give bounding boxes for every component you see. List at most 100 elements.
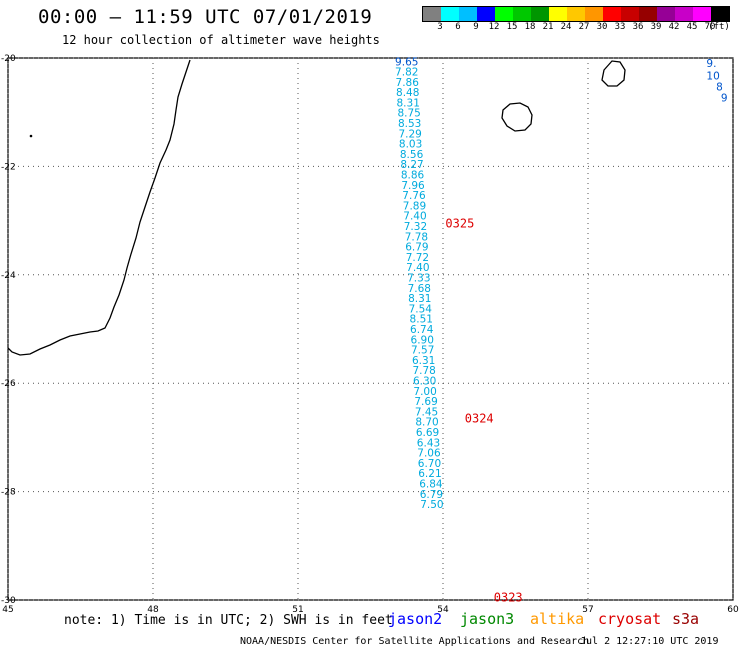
track-value-label: 6.30	[413, 375, 436, 387]
track-value-label: 8.27	[400, 159, 423, 171]
footer-note: note: 1) Time is in UTC; 2) SWH is in fe…	[64, 613, 393, 628]
color-scale-tick-label: 9	[473, 22, 479, 32]
lat-tick-label: -30	[1, 596, 16, 606]
pass-time-labels: 0325 0324 0323	[445, 216, 522, 604]
legend-jason3: jason3	[460, 610, 515, 628]
color-swatch	[711, 7, 729, 21]
track-edge-value-label: 10	[706, 71, 719, 83]
pass-time-label: 0325	[445, 216, 474, 230]
color-scale-tick-label: 24	[560, 22, 572, 32]
lat-tick-label: -22	[1, 162, 16, 172]
color-swatch	[441, 7, 459, 21]
color-scale-tick-label: 36	[632, 22, 644, 32]
track-value-label: 7.72	[406, 252, 429, 264]
color-scale-tick-label: 70	[704, 22, 716, 32]
track-value-label: 7.50	[420, 499, 443, 511]
color-scale-bar	[422, 6, 730, 22]
page-subtitle: 12 hour collection of altimeter wave hei…	[62, 33, 380, 47]
map-grid	[7, 57, 734, 601]
track-value-label: 7.78	[412, 365, 435, 377]
track-value-label: 6.69	[416, 427, 439, 439]
color-scale-tick-label: 30	[596, 22, 608, 32]
color-swatch	[549, 7, 567, 21]
legend-s3a: s3a	[672, 610, 700, 628]
lon-tick-label: 45	[2, 605, 13, 615]
track-value-label: 6.43	[417, 437, 440, 449]
track-value-label: 6.79	[405, 242, 428, 254]
axis-tick-labels: 45 48 51 54 57 60 -20 -22 -24 -26 -28 -30	[1, 54, 739, 615]
legend-cryosat: cryosat	[598, 610, 662, 628]
color-scale-tick-label: (ft)	[708, 22, 730, 32]
track-value-label: 7.00	[413, 386, 436, 398]
color-swatch	[423, 7, 441, 21]
track-value-label: 6.79	[420, 489, 443, 501]
color-swatch	[639, 7, 657, 21]
track-value-label: 6.21	[418, 468, 441, 480]
madagascar-coast	[7, 59, 191, 356]
track-value-label: 7.40	[406, 262, 429, 274]
color-scale-tick-label: 15	[506, 22, 518, 32]
lat-tick-label: -26	[1, 379, 16, 389]
track-value-label: 7.78	[405, 231, 428, 243]
lon-tick-label: 48	[147, 605, 159, 615]
pass-time-label: 0323	[494, 590, 523, 604]
track-value-label: 6.90	[411, 334, 434, 346]
mauritius-island	[601, 60, 626, 87]
track-value-label: 9.65	[395, 56, 418, 68]
page-title: 00:00 – 11:59 UTC 07/01/2019	[38, 6, 373, 28]
color-swatch	[477, 7, 495, 21]
color-scale-tick-label: 39	[650, 22, 662, 32]
track-value-label: 8.51	[410, 314, 433, 326]
pass-time-label: 0324	[465, 411, 494, 425]
color-scale-tick-label: 12	[488, 22, 500, 32]
color-scale-tick-label: 45	[686, 22, 698, 32]
track-value-label: 7.40	[403, 211, 426, 223]
track-value-label: 6.74	[410, 324, 434, 336]
track-value-label: 8.53	[398, 118, 421, 130]
track-value-label: 6.70	[418, 458, 441, 470]
color-swatch	[657, 7, 675, 21]
track-value-label: 7.89	[403, 200, 426, 212]
wave-height-track: 9.657.827.868.488.318.758.537.298.038.56…	[395, 56, 728, 511]
track-value-label: 7.82	[395, 67, 418, 79]
color-swatch	[603, 7, 621, 21]
track-value-label: 6.31	[412, 355, 435, 367]
render-timestamp: Jul 2 12:27:10 UTC 2019	[580, 636, 719, 647]
color-scale-tick-label: 3	[437, 22, 443, 32]
track-value-label: 8.31	[408, 293, 431, 305]
track-value-label: 8.70	[415, 417, 438, 429]
track-value-label: 7.06	[417, 448, 441, 460]
track-value-label: 6.84	[419, 478, 443, 490]
color-swatch	[693, 7, 711, 21]
track-value-label: 8.75	[397, 108, 420, 120]
track-value-label: 7.76	[402, 190, 426, 202]
track-value-label: 7.54	[409, 303, 433, 315]
color-scale-tick-label: 27	[578, 22, 590, 32]
track-value-label: 8.86	[401, 170, 425, 182]
color-scale-tick-label: 21	[542, 22, 554, 32]
track-value-label: 8.48	[396, 87, 419, 99]
color-swatch	[585, 7, 603, 21]
color-swatch	[459, 7, 477, 21]
track-value-label: 7.57	[411, 345, 434, 357]
color-swatch	[567, 7, 585, 21]
lon-tick-label: 51	[292, 605, 303, 615]
color-swatch	[513, 7, 531, 21]
lat-tick-label: -28	[1, 488, 16, 498]
legend-altika: altika	[530, 610, 585, 628]
track-value-label: 7.96	[401, 180, 425, 192]
color-scale-tick-label: 42	[668, 22, 680, 32]
track-value-label: 8.03	[399, 139, 422, 151]
lon-tick-label: 54	[437, 605, 449, 615]
color-scale-tick-label: 6	[455, 22, 461, 32]
map-frame	[7, 57, 734, 601]
color-scale-tick-label: 33	[614, 22, 626, 32]
track-value-label: 7.33	[407, 273, 430, 285]
lat-tick-label: -20	[1, 54, 16, 64]
track-value-label: 7.32	[404, 221, 427, 233]
track-value-label: 7.86	[396, 77, 420, 89]
track-value-label: 8.56	[400, 149, 424, 161]
reunion-island	[501, 102, 533, 132]
small-island	[29, 134, 33, 138]
legend-jason2: jason2	[388, 610, 443, 628]
